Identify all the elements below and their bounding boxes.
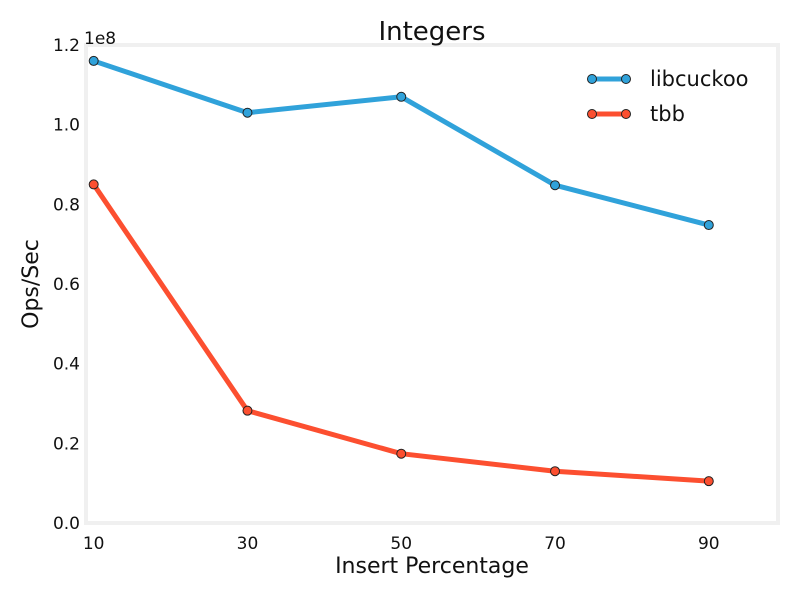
legend-item: libcuckoo bbox=[587, 67, 749, 91]
series-layer bbox=[88, 55, 714, 487]
x-tick-label: 30 bbox=[237, 534, 259, 554]
y-tick-label: 1.0 bbox=[53, 116, 80, 136]
data-point bbox=[396, 448, 407, 459]
data-point bbox=[550, 180, 561, 191]
data-point bbox=[703, 476, 714, 487]
y-tick-label: 0.2 bbox=[53, 434, 80, 454]
data-point bbox=[242, 405, 253, 416]
x-axis-label: Insert Percentage bbox=[335, 554, 529, 579]
data-point bbox=[88, 179, 99, 190]
series-tbb bbox=[88, 179, 714, 487]
legend-marker bbox=[587, 109, 597, 119]
series-line bbox=[92, 58, 710, 228]
x-tick-label: 50 bbox=[390, 534, 412, 554]
plot-frame bbox=[84, 43, 780, 525]
y-tick-label: 0.6 bbox=[53, 275, 80, 295]
data-point bbox=[703, 220, 714, 231]
legend: libcuckoo tbb bbox=[587, 67, 749, 126]
y-tick-label: 1.2 bbox=[53, 36, 80, 56]
data-point bbox=[396, 91, 407, 102]
y-axis-ticks: 0.0 0.2 0.4 0.6 0.8 1.0 1.2 bbox=[53, 36, 80, 534]
series-line bbox=[91, 183, 709, 484]
legend-marker bbox=[621, 74, 631, 84]
legend-marker bbox=[587, 74, 597, 84]
x-axis-ticks: 10 30 50 70 90 bbox=[83, 534, 720, 554]
y-axis-offset-label: 1e8 bbox=[84, 29, 116, 49]
legend-label: libcuckoo bbox=[650, 67, 749, 91]
legend-label: tbb bbox=[650, 102, 685, 126]
data-point bbox=[88, 55, 99, 66]
y-tick-label: 0.8 bbox=[53, 195, 80, 215]
legend-marker bbox=[621, 109, 631, 119]
x-tick-label: 10 bbox=[83, 534, 105, 554]
y-tick-label: 0.4 bbox=[53, 355, 80, 375]
series-libcuckoo bbox=[88, 55, 714, 231]
x-tick-label: 90 bbox=[698, 534, 720, 554]
legend-item: tbb bbox=[587, 102, 685, 126]
data-point bbox=[550, 466, 561, 477]
x-tick-label: 70 bbox=[544, 534, 566, 554]
chart-title: Integers bbox=[378, 17, 485, 47]
y-tick-label: 0.0 bbox=[53, 514, 80, 534]
y-axis-label: Ops/Sec bbox=[19, 239, 44, 329]
data-point bbox=[242, 107, 253, 118]
